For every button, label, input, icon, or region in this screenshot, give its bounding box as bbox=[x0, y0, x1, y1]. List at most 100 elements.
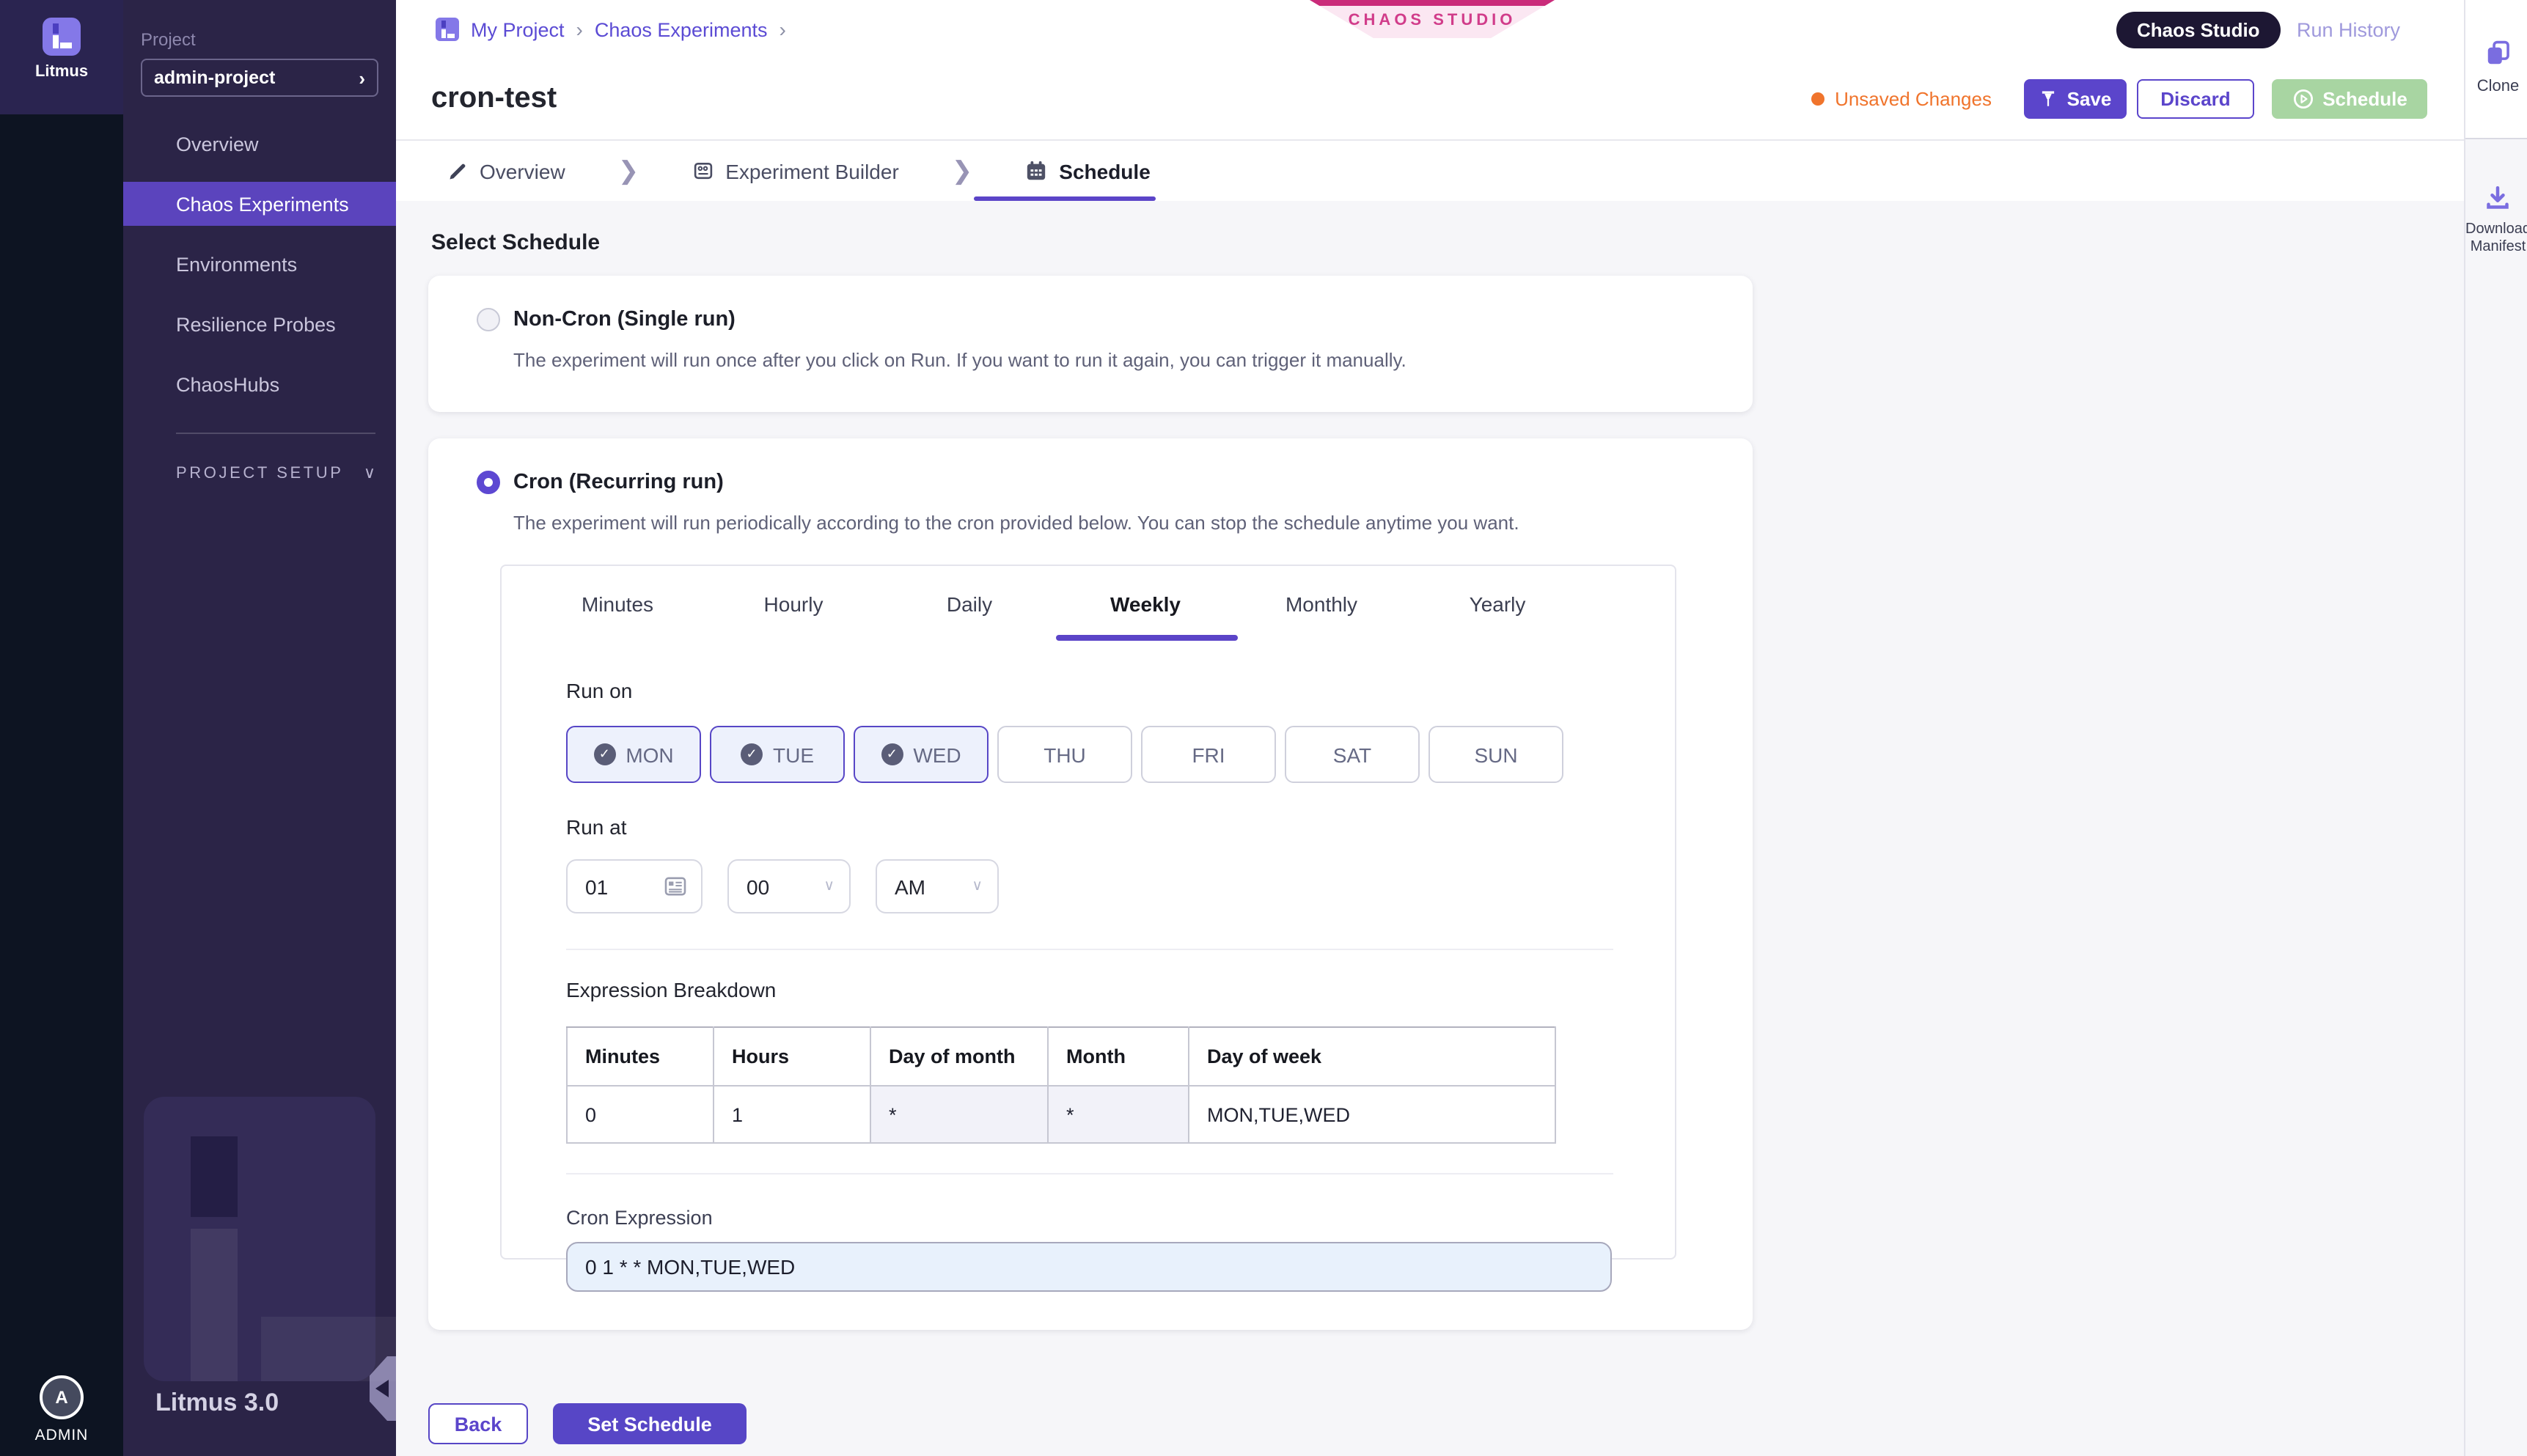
breadcrumb: My Project › Chaos Experiments › bbox=[396, 0, 2464, 59]
day-button-wed[interactable]: ✓ WED bbox=[854, 726, 989, 783]
project-setup-toggle[interactable]: PROJECT SETUP ∨ bbox=[176, 464, 375, 482]
cron-tab-monthly[interactable]: Monthly bbox=[1285, 592, 1358, 616]
non-cron-card: Non-Cron (Single run) The experiment wil… bbox=[428, 276, 1753, 412]
minute-select[interactable]: 00 ∨ bbox=[727, 859, 851, 913]
cron-tab-yearly[interactable]: Yearly bbox=[1469, 592, 1526, 616]
day-of-week-value: MON,TUE,WED bbox=[1188, 1085, 1556, 1144]
hours-value: 1 bbox=[713, 1085, 871, 1144]
cron-builder-card: Minutes Hourly Daily Weekly Monthly Year… bbox=[500, 565, 1676, 1292]
left-rail: Litmus A ADMIN bbox=[0, 0, 123, 1456]
breadcrumb-separator: › bbox=[779, 18, 786, 41]
minutes-value: 0 bbox=[566, 1085, 714, 1144]
form-field-icon bbox=[664, 877, 686, 896]
non-cron-title: Non-Cron (Single run) bbox=[513, 308, 736, 331]
rail-logo-block[interactable]: Litmus bbox=[0, 0, 123, 114]
day-button-sat[interactable]: SAT bbox=[1285, 726, 1420, 783]
tab-overview[interactable]: Overview bbox=[447, 159, 565, 183]
avatar[interactable]: A bbox=[40, 1375, 84, 1419]
pencil-icon bbox=[450, 163, 466, 179]
day-button-thu[interactable]: THU bbox=[997, 726, 1132, 783]
cron-expression-label: Cron Expression bbox=[566, 1207, 713, 1229]
footer-actions: Back Set Schedule bbox=[428, 1403, 2464, 1444]
tab-schedule[interactable]: Schedule bbox=[1025, 159, 1151, 183]
check-icon: ✓ bbox=[881, 743, 903, 765]
active-tab-underline bbox=[974, 196, 1156, 201]
chevron-down-icon: ∨ bbox=[363, 465, 375, 482]
day-button-tue[interactable]: ✓ TUE bbox=[710, 726, 845, 783]
sidebar-divider bbox=[176, 433, 375, 434]
day-of-month-value: * bbox=[870, 1085, 1049, 1144]
litmus-logo-label: Litmus bbox=[34, 63, 89, 81]
cron-card: Cron (Recurring run) The experiment will… bbox=[428, 438, 1753, 1330]
experiment-nav-tabs: Overview ❯ Experiment Builder ❯ bbox=[396, 141, 2464, 201]
day-button-mon[interactable]: ✓ MON bbox=[566, 726, 701, 783]
schedule-button[interactable]: Schedule bbox=[2272, 79, 2427, 119]
tab-experiment-builder[interactable]: Experiment Builder bbox=[692, 159, 899, 183]
sidebar-item-chaoshubs[interactable]: ChaosHubs bbox=[176, 373, 280, 395]
set-schedule-button[interactable]: Set Schedule bbox=[553, 1403, 747, 1444]
day-selector: ✓ MON ✓ TUE ✓ WED THU bbox=[566, 726, 1675, 783]
cron-tab-weekly[interactable]: Weekly bbox=[1056, 592, 1238, 641]
chevron-down-icon: ∨ bbox=[824, 878, 835, 894]
sidebar-item-chaos-experiments[interactable]: Chaos Experiments bbox=[123, 182, 396, 226]
meridiem-select[interactable]: AM ∨ bbox=[876, 859, 999, 913]
back-button[interactable]: Back bbox=[428, 1403, 528, 1444]
cron-tab-hourly[interactable]: Hourly bbox=[763, 592, 824, 616]
calendar-icon bbox=[1027, 161, 1046, 180]
expression-breakdown-label: Expression Breakdown bbox=[566, 978, 777, 1001]
admin-label: ADMIN bbox=[34, 1427, 89, 1444]
discard-button[interactable]: Discard bbox=[2137, 79, 2254, 119]
experiment-builder-icon bbox=[694, 162, 712, 180]
table-row: 0 1 * * MON,TUE,WED bbox=[566, 1085, 1556, 1144]
download-manifest-action[interactable]: Download Manifest bbox=[2465, 139, 2527, 257]
cron-tab-minutes[interactable]: Minutes bbox=[581, 592, 654, 616]
expression-breakdown-table: Minutes Hours Day of month Month Day of … bbox=[566, 1026, 1556, 1144]
litmus-mini-logo-icon bbox=[436, 18, 459, 41]
play-circle-icon bbox=[2293, 89, 2313, 109]
clone-action[interactable]: Clone bbox=[2465, 0, 2527, 139]
month-value: * bbox=[1047, 1085, 1189, 1144]
sidebar-item-resilience-probes[interactable]: Resilience Probes bbox=[176, 313, 336, 335]
day-button-fri[interactable]: FRI bbox=[1141, 726, 1276, 783]
litmus-logo-icon bbox=[43, 18, 81, 56]
chevron-down-icon: ∨ bbox=[972, 878, 983, 894]
unsaved-changes-badge: Unsaved Changes bbox=[1811, 88, 1992, 110]
cron-radio[interactable] bbox=[477, 471, 500, 494]
page-title: cron-test bbox=[431, 82, 557, 114]
save-pin-icon bbox=[2042, 91, 2055, 106]
sidebar-nav: Overview Chaos Experiments Environments … bbox=[123, 122, 396, 406]
run-at-controls: 01 00 ∨ bbox=[566, 859, 1675, 913]
cron-expression-input[interactable]: 0 1 * * MON,TUE,WED bbox=[566, 1242, 1612, 1292]
breadcrumb-chaos-experiments[interactable]: Chaos Experiments bbox=[594, 18, 768, 40]
check-icon: ✓ bbox=[741, 743, 763, 765]
cron-tab-daily[interactable]: Daily bbox=[946, 592, 993, 616]
unsaved-dot-icon bbox=[1811, 92, 1825, 106]
run-at-label: Run at bbox=[566, 815, 627, 839]
day-button-sun[interactable]: SUN bbox=[1428, 726, 1563, 783]
save-button[interactable]: Save bbox=[2024, 79, 2127, 119]
collapse-arrow-icon bbox=[375, 1380, 389, 1397]
run-on-label: Run on bbox=[566, 679, 633, 702]
project-selector[interactable]: admin-project › bbox=[141, 59, 378, 97]
non-cron-radio[interactable] bbox=[477, 308, 500, 331]
breadcrumb-my-project[interactable]: My Project bbox=[471, 18, 565, 40]
chevron-right-icon: ❯ bbox=[617, 156, 639, 184]
download-manifest-label: Download Manifest bbox=[2465, 221, 2527, 255]
breadcrumb-separator: › bbox=[576, 18, 583, 41]
right-rail: Clone Download Manifest bbox=[2464, 0, 2527, 1456]
clone-icon bbox=[2487, 40, 2509, 65]
sidebar: Project admin-project › Overview Chaos E… bbox=[123, 0, 396, 1456]
sidebar-item-environments[interactable]: Environments bbox=[176, 253, 298, 275]
main-area: My Project › Chaos Experiments › CHAOS S… bbox=[396, 0, 2464, 1456]
cron-title: Cron (Recurring run) bbox=[513, 471, 724, 494]
project-selector-value: admin-project bbox=[154, 67, 276, 88]
sidebar-item-overview[interactable]: Overview bbox=[176, 133, 259, 155]
run-history-link[interactable]: Run History bbox=[2297, 19, 2401, 41]
hour-input[interactable]: 01 bbox=[566, 859, 703, 913]
schedule-content: Select Schedule Non-Cron (Single run) Th… bbox=[396, 201, 2464, 1456]
chaos-studio-pill[interactable]: Chaos Studio bbox=[2116, 12, 2281, 48]
litmus-watermark bbox=[144, 1097, 396, 1381]
section-divider bbox=[566, 949, 1613, 950]
check-icon: ✓ bbox=[593, 743, 616, 765]
